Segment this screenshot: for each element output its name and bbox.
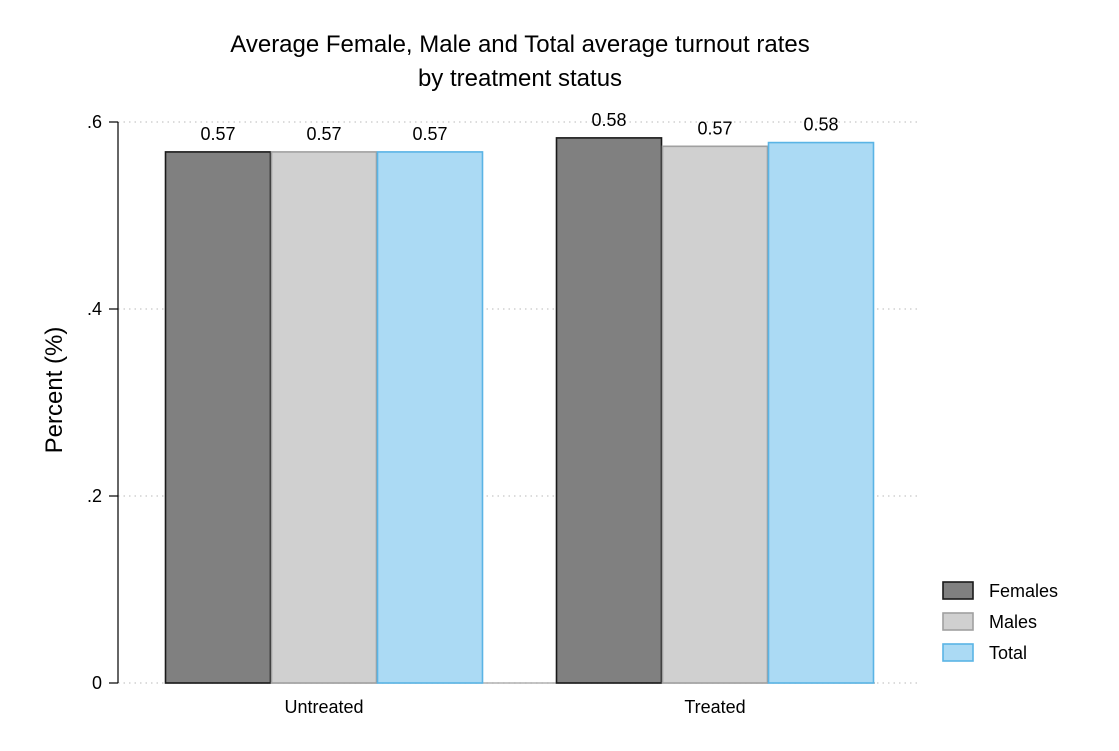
x-tick-label: Treated — [684, 697, 745, 717]
chart-subtitle: by treatment status — [418, 65, 622, 92]
bar-females-treated — [555, 137, 663, 684]
y-tick-label: .2 — [87, 486, 102, 506]
data-labels: 0.57 0.57 0.57 0.58 0.57 0.58 — [200, 110, 838, 144]
legend-label-total: Total — [989, 643, 1027, 663]
x-axis-labels: Untreated Treated — [284, 697, 745, 717]
legend-label-males: Males — [989, 612, 1037, 632]
data-label: 0.58 — [591, 110, 626, 130]
bar-males-treated — [661, 145, 769, 684]
bar-males-untreated — [270, 151, 378, 684]
chart-title: Average Female, Male and Total average t… — [230, 31, 809, 58]
x-tick-label: Untreated — [284, 697, 363, 717]
data-label: 0.58 — [803, 115, 838, 135]
bar-total-treated — [767, 141, 875, 684]
legend-swatch-females — [942, 581, 974, 600]
data-label: 0.57 — [412, 124, 447, 144]
legend-swatch-total — [942, 643, 974, 662]
y-tick-label: .6 — [87, 112, 102, 132]
bar-total-untreated — [376, 151, 484, 684]
legend-swatch-males — [942, 612, 974, 631]
legend: Females Males Total — [942, 581, 1058, 663]
y-tick-label: .4 — [87, 299, 102, 319]
bar-females-untreated — [164, 151, 272, 684]
y-tick-label: 0 — [92, 673, 102, 693]
data-label: 0.57 — [306, 124, 341, 144]
data-label: 0.57 — [697, 118, 732, 138]
legend-label-females: Females — [989, 581, 1058, 601]
data-label: 0.57 — [200, 124, 235, 144]
bars — [164, 137, 875, 684]
y-axis-title: Percent (%) — [41, 327, 68, 454]
